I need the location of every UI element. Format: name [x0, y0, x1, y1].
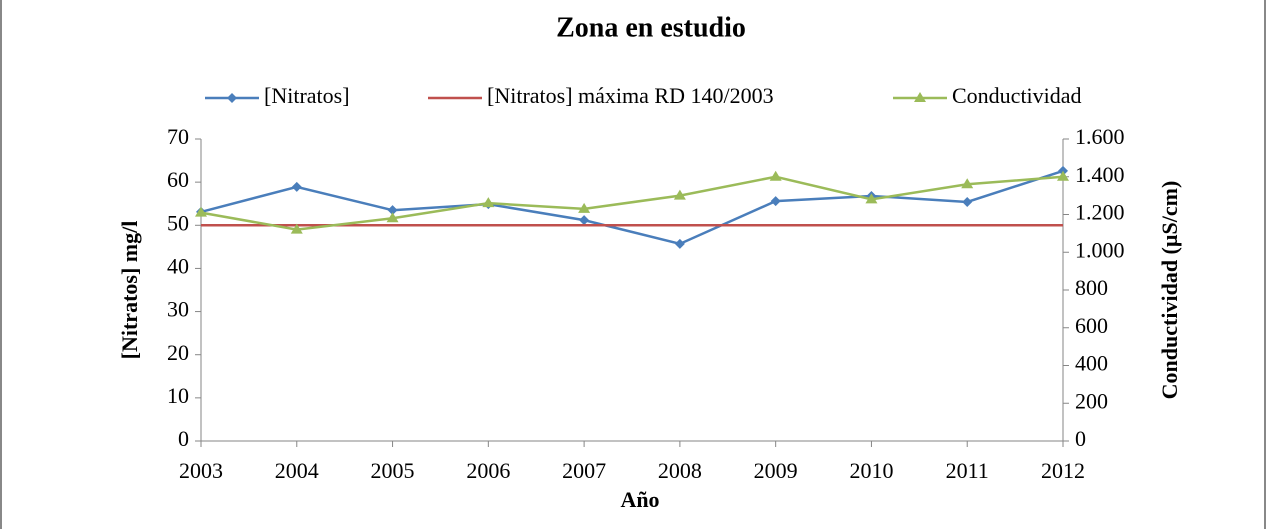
point — [291, 181, 302, 192]
y2-tick-label: 600 — [1075, 313, 1108, 338]
point — [482, 197, 495, 208]
point — [770, 196, 781, 207]
x-tick-label: 2006 — [466, 458, 510, 483]
x-tick-label: 2012 — [1041, 458, 1085, 483]
x-tick-label: 2007 — [562, 458, 606, 483]
y-tick-label: 10 — [167, 383, 189, 408]
legend-marker — [227, 93, 237, 103]
x-tick-label: 2004 — [275, 458, 319, 483]
point — [1057, 170, 1069, 181]
point — [962, 196, 973, 207]
y-tick-label: 50 — [167, 210, 189, 235]
point — [195, 206, 207, 217]
y2-tick-label: 1.400 — [1075, 162, 1125, 187]
y2-tick-label: 1.200 — [1075, 200, 1125, 225]
y2-tick-label: 1.000 — [1075, 237, 1125, 262]
x-tick-label: 2005 — [371, 458, 415, 483]
y-tick-label: 40 — [167, 253, 189, 278]
y2-axis-title: Conductividad (µS/cm) — [1157, 181, 1182, 400]
y2-tick-label: 0 — [1075, 426, 1086, 451]
x-axis-title: Año — [620, 487, 659, 512]
point — [673, 189, 686, 200]
x-tick-label: 2009 — [754, 458, 798, 483]
y2-tick-label: 1.600 — [1075, 124, 1125, 149]
x-tick-label: 2011 — [946, 458, 989, 483]
legend-label: [Nitratos] máxima RD 140/2003 — [487, 83, 774, 108]
y-tick-label: 20 — [167, 340, 189, 365]
y-tick-label: 30 — [167, 297, 189, 322]
y2-tick-label: 200 — [1075, 388, 1108, 413]
series-line — [200, 175, 1064, 231]
point — [386, 212, 399, 223]
point — [387, 205, 398, 216]
point — [769, 170, 782, 181]
y-tick-label: 0 — [178, 426, 189, 451]
point — [865, 193, 878, 204]
x-tick-label: 2008 — [658, 458, 702, 483]
legend-marker — [914, 92, 926, 102]
legend-label: Conductividad — [952, 83, 1082, 108]
point — [578, 202, 591, 213]
series-line — [200, 169, 1064, 246]
x-tick-label: 2010 — [849, 458, 893, 483]
point — [961, 178, 974, 189]
point — [290, 223, 303, 234]
chart-title: Zona en estudio — [556, 12, 746, 43]
x-tick-label: 2003 — [179, 458, 223, 483]
y2-tick-label: 800 — [1075, 275, 1108, 300]
point — [674, 238, 685, 249]
y2-tick-label: 400 — [1075, 351, 1108, 376]
y-tick-label: 70 — [167, 124, 189, 149]
y-axis-title: [Nitratos] mg/l — [117, 221, 142, 360]
y-tick-label: 60 — [167, 167, 189, 192]
point — [579, 215, 590, 226]
legend-label: [Nitratos] — [264, 83, 350, 108]
